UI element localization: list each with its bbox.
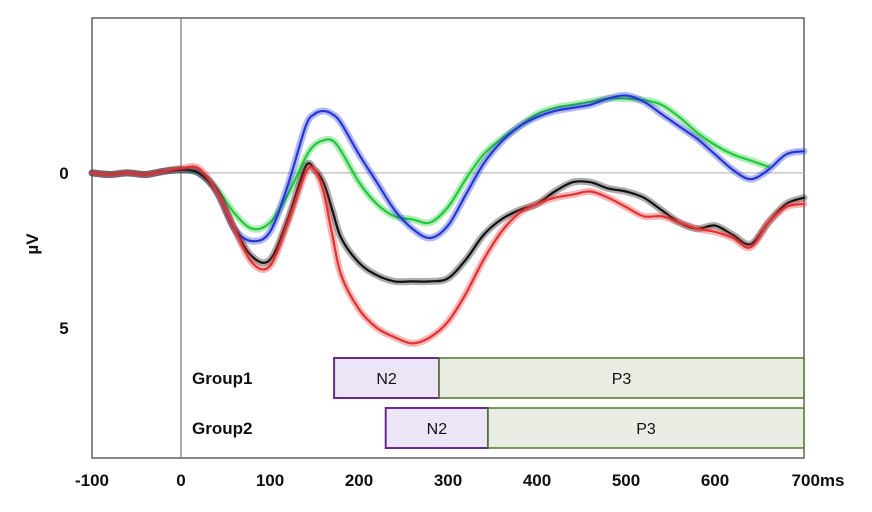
window-label-p3-group1: P3 [612,371,632,388]
y-axis: 05 [59,164,68,338]
x-tick-label: -100 [75,471,109,490]
window-p3-group2 [487,407,805,449]
series-layer [88,91,808,347]
x-tick-label: 400 [523,471,551,490]
x-tick-label: 100 [256,471,284,490]
x-tick-label: 0 [176,471,185,490]
window-label-n2-group1: N2 [376,371,397,388]
x-tick-label: 200 [345,471,373,490]
series-line-4 [90,165,806,345]
x-axis: -100 0 100 200 300 400 500 600 700ms [75,471,844,490]
x-tick-label: 300 [434,471,462,490]
y-tick-label: 0 [59,164,68,183]
window-label-p3-group2: P3 [636,421,656,438]
y-axis-label: µV [23,233,42,255]
window-n2-group2 [384,407,490,449]
window-label-n2-group2: N2 [427,421,448,438]
window-p3-group1 [438,357,805,399]
window-n2-group1 [333,357,441,399]
x-tick-label: 500 [612,471,640,490]
component-windows: Group1 N2 P3 Group2 N2 P3 [192,357,805,449]
group-label-1: Group1 [192,369,252,388]
x-tick-label: 700ms [792,471,845,490]
group-label-2: Group2 [192,419,252,438]
x-tick-label: 600 [701,471,729,490]
y-tick-label: 5 [59,319,68,338]
